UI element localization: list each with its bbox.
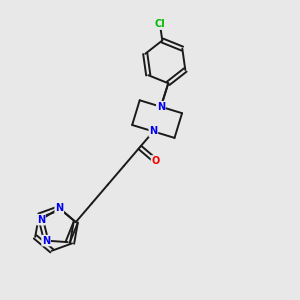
Text: O: O bbox=[152, 156, 160, 166]
Text: N: N bbox=[55, 203, 63, 213]
Text: N: N bbox=[42, 236, 50, 246]
Text: Cl: Cl bbox=[154, 19, 165, 29]
Text: N: N bbox=[149, 126, 158, 136]
Text: N: N bbox=[157, 102, 165, 112]
Text: N: N bbox=[37, 215, 45, 225]
